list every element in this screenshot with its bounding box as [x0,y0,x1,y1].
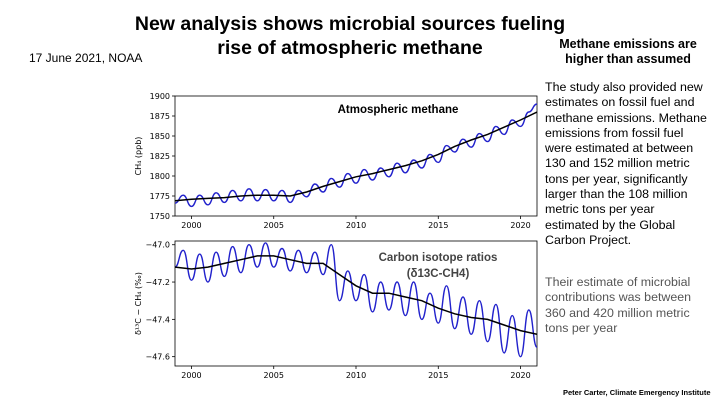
side-text-line: methane emissions. Methane [545,110,707,125]
side-text-line: 130 and 152 million metric [545,156,690,171]
y-tick-label: 1775 [150,192,170,201]
side-text-line: emissions from fossil fuel [545,125,684,140]
y-tick-label: 1750 [150,212,170,221]
credit: Peter Carter, Climate Emergency Institut… [563,388,711,397]
chart-panel-2: −47.0 −47.2 −47.4 −47.6 2000 2005 2010 2015 2020… [134,240,538,380]
y-tick-label: −47.2 [145,278,170,287]
side-text-line: larger than the 108 million [545,187,688,202]
side-text-line: metric tons per year [545,202,655,217]
y-tick-label: 1800 [150,172,170,181]
x-tick-label: 2000 [181,221,201,230]
chart-annotation: Atmospheric methane [338,104,459,116]
side-heading-line: Methane emissions are [559,37,697,51]
series-monthly-line [175,242,537,358]
side-text-line: were estimated at between [545,141,694,156]
series-monthly-line [175,103,537,208]
x-tick-label: 2010 [346,221,366,230]
chart-annotation: Carbon isotope ratios [379,252,498,264]
slide-title: New analysis shows microbial sources fue… [130,12,570,60]
side-text-line: Carbon Project. [545,232,632,247]
x-tick-label: 2010 [346,371,366,380]
y-tick-label: −47.4 [145,315,170,324]
y-tick-label: 1875 [150,112,170,121]
side-text-line: The study also provided new [545,80,703,94]
y-tick-label: −47.6 [145,353,170,362]
y-tick-label: 1900 [150,92,170,101]
x-tick-label: 2020 [510,221,530,230]
side-heading: Methane emissions are higher than assume… [548,37,708,67]
chart-panel-1: 1750 1775 1800 1825 1850 1875 1900 2000 2005 2010… [134,92,538,230]
dateline: 17 June 2021, NOAA [29,51,143,65]
side-text-line: tons per year [545,320,618,335]
side-text: The study also provided new estimates on… [545,80,717,248]
y-tick-label: 1850 [150,132,170,141]
side-heading-line: higher than assumed [565,52,691,66]
series-trend-line [175,111,537,202]
title-line: rise of atmospheric methane [217,37,483,59]
x-tick-label: 2000 [181,371,201,380]
side-text-line: contributions was between [545,290,692,305]
y-tick-label: 1825 [150,152,170,161]
side-text-line: 360 and 420 million metric [545,305,690,320]
y-tick-label: −47.0 [145,241,170,250]
x-tick-label: 2020 [510,371,530,380]
y-axis-label: CH₄ (ppb) [134,137,143,176]
side-text-secondary: Their estimate of microbial contribution… [545,275,717,336]
x-tick-label: 2015 [428,371,448,380]
x-tick-label: 2005 [264,221,284,230]
chart-annotation: (δ13C-CH4) [407,268,470,280]
side-text-line: Their estimate of microbial [545,275,691,289]
title-line: New analysis shows microbial sources fue… [134,13,566,35]
x-tick-label: 2015 [428,221,448,230]
series-trend-line [175,255,537,336]
side-text-line: estimates on fossil fuel and [545,95,695,110]
side-text-line: tons per year, significantly [545,171,688,186]
side-text-line: estimated by the Global [545,217,676,232]
y-axis-label: δ¹³C − CH₄ (‰) [134,272,143,335]
x-tick-label: 2005 [264,371,284,380]
